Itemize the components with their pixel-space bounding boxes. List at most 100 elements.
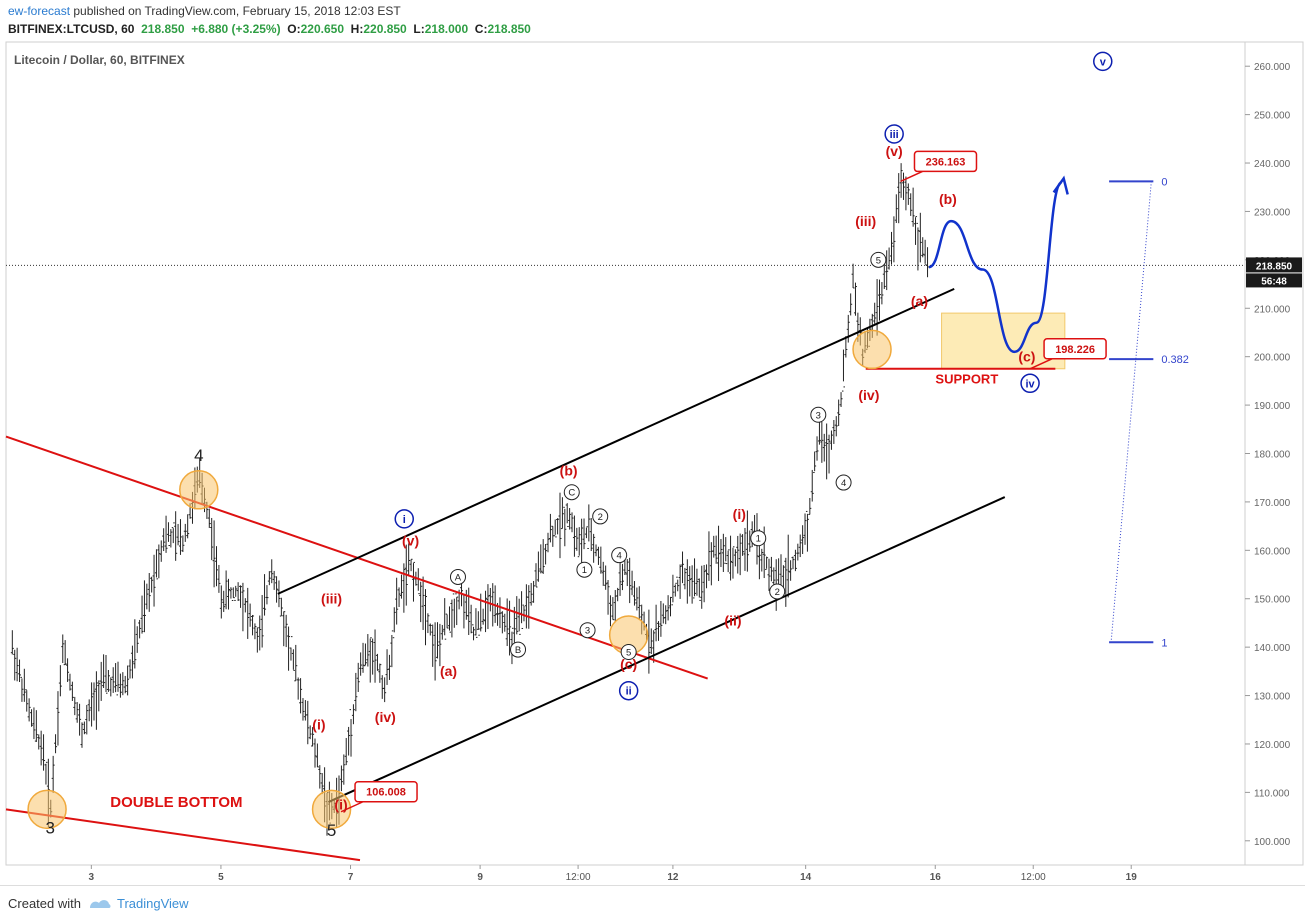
footer: Created with TradingView	[0, 885, 1305, 921]
current-price-box	[1246, 257, 1302, 273]
y-tick-label: 180.000	[1254, 450, 1291, 461]
quote-line: BITFINEX:LTCUSD, 60 218.850 +6.880 (+3.2…	[8, 22, 531, 36]
tradingview-brand-link[interactable]: TradingView	[117, 896, 189, 911]
y-tick-label: 250.000	[1254, 111, 1291, 122]
wave-label-blue-ring	[884, 124, 904, 144]
wave-label-black: 1	[582, 565, 587, 576]
x-tick-label: 12:00	[1021, 872, 1046, 883]
wave-label-red: (iv)	[858, 387, 879, 403]
created-with-text: Created with	[8, 896, 81, 911]
price-label-text: 236.163	[926, 156, 966, 168]
wave-label-red: (a)	[911, 293, 928, 309]
low-value: 218.000	[424, 22, 469, 36]
price-chart[interactable]: Litecoin / Dollar, 60, BITFINEX 00.3821 …	[0, 40, 1305, 885]
wave-label-blue: ii	[626, 686, 632, 698]
tradingview-logo-icon	[90, 900, 111, 908]
chart-title: Litecoin / Dollar, 60, BITFINEX	[14, 53, 185, 67]
price-label-box	[354, 780, 418, 803]
x-tick-label: 16	[930, 872, 942, 883]
double-bottom-label: DOUBLE BOTTOM	[110, 794, 242, 811]
y-tick-label: 260.000	[1254, 62, 1291, 73]
close-label: C:	[474, 22, 488, 36]
x-tick-label: 3	[89, 872, 95, 883]
wave-label-red: (v)	[886, 143, 903, 159]
author-link[interactable]: ew-forecast	[8, 4, 71, 18]
price-axis[interactable]	[1244, 41, 1304, 866]
highlight-circle	[179, 470, 219, 510]
projection-path[interactable]	[928, 181, 1063, 354]
close-value: 218.850	[487, 22, 531, 36]
wave-label-blue: iii	[890, 129, 899, 141]
wave-label-black: C	[568, 488, 575, 499]
y-tick-label: 210.000	[1254, 304, 1291, 315]
countdown-box	[1246, 273, 1302, 288]
highlight-circle	[27, 789, 67, 830]
fibonacci-layer: 0 0.382 1	[1109, 176, 1189, 649]
fib-diagonal	[1110, 181, 1152, 643]
high-value: 220.850	[363, 22, 407, 36]
wave-label-black: 4	[841, 478, 846, 489]
wave-label-blue-ring	[1020, 373, 1040, 394]
wave-label-black: B	[515, 645, 521, 656]
axis-labels-layer: 100.000 110.000 120.000 130.000 140.000 150.0…	[89, 62, 1302, 883]
wave-label-black-ring	[750, 530, 767, 547]
price-label-text: 106.008	[366, 787, 406, 799]
fib-level-label: 0.382	[1161, 354, 1189, 366]
wave-label-blue-ring	[394, 509, 414, 529]
wave-label-red: (a)	[440, 663, 457, 679]
trendlines-layer	[5, 175, 1069, 862]
wave-label-red: (c)	[1018, 349, 1035, 365]
y-tick-label: 170.000	[1254, 498, 1291, 509]
chart-header: ew-forecast published on TradingView.com…	[0, 0, 1305, 40]
trendline-channel-upper[interactable]	[277, 287, 955, 595]
highlight-circle	[852, 329, 892, 370]
symbol-label: BITFINEX:LTCUSD, 60	[8, 22, 135, 36]
price-change: +6.880 (+3.25%)	[191, 22, 281, 36]
trendline-channel-lower[interactable]	[327, 496, 1006, 803]
price-label-box	[1043, 338, 1107, 360]
wave-label-red: (i)	[312, 716, 325, 732]
wave-label-plain: 5	[327, 821, 336, 840]
wave-label-blue: v	[1100, 56, 1107, 68]
wave-label-red: (i)	[733, 506, 746, 522]
wave-label-black: 2	[598, 512, 603, 523]
support-label: SUPPORT	[935, 371, 998, 386]
wave-label-red: (c)	[620, 656, 637, 672]
x-tick-label: 12:00	[566, 872, 591, 883]
wave-label-blue: iv	[1025, 378, 1035, 390]
trendline-falling-wedge-lower[interactable]	[5, 808, 361, 862]
y-tick-label: 130.000	[1254, 692, 1291, 703]
wave-label-black-ring	[810, 406, 827, 423]
wave-label-black-ring	[611, 547, 628, 564]
highlight-circle	[311, 789, 352, 830]
low-label: L:	[413, 22, 425, 36]
price-label-pointer	[340, 801, 364, 813]
wave-label-red: (b)	[939, 191, 957, 207]
open-label: O:	[287, 22, 301, 36]
y-tick-label: 120.000	[1254, 740, 1291, 751]
y-tick-label: 160.000	[1254, 546, 1291, 557]
last-price: 218.850	[141, 22, 185, 36]
y-tick-label: 150.000	[1254, 595, 1291, 606]
published-text: published on TradingView.com, February 1…	[73, 4, 401, 18]
x-tick-label: 12	[667, 872, 679, 883]
wave-label-black: 2	[775, 587, 780, 598]
wave-label-black-ring	[835, 474, 852, 491]
wave-label-blue: i	[403, 514, 406, 526]
wave-label-black-ring	[769, 583, 786, 600]
fib-level-label: 1	[1161, 637, 1167, 649]
y-tick-label: 190.000	[1254, 401, 1291, 412]
projection-arrowhead	[1052, 175, 1069, 195]
wave-label-black-ring	[510, 641, 527, 658]
wave-label-black: 5	[626, 647, 631, 658]
wave-label-plain: 4	[194, 446, 203, 465]
wave-label-black-ring	[620, 643, 637, 660]
wave-label-plain: 3	[46, 819, 55, 838]
wave-label-black: 4	[617, 551, 622, 562]
wave-label-black-ring	[563, 484, 580, 501]
price-label-pointer	[900, 170, 923, 183]
wave-label-blue-ring	[1093, 51, 1113, 72]
wave-label-black: 3	[585, 626, 590, 637]
plot-area[interactable]	[5, 41, 1246, 866]
high-label: H:	[350, 22, 364, 36]
